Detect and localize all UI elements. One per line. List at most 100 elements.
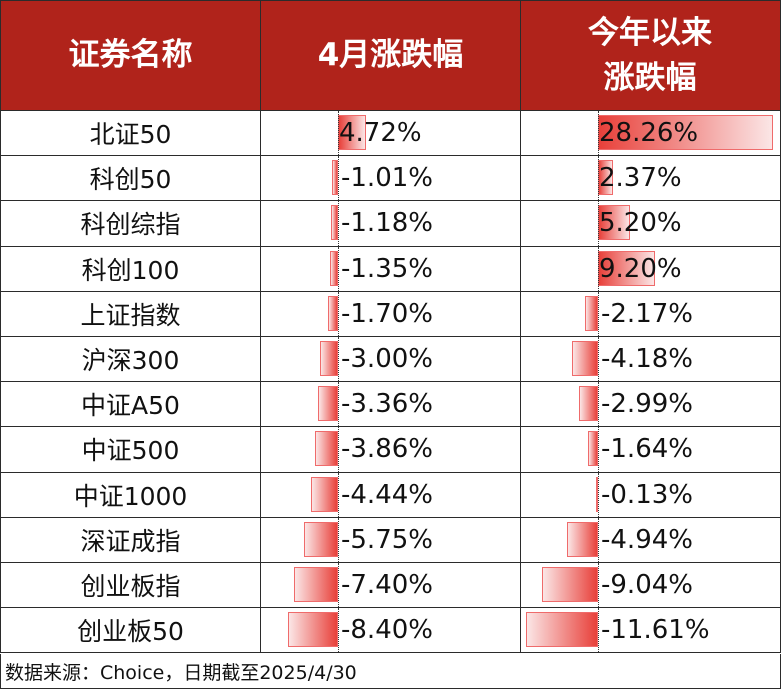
april-value: -5.75% [341, 524, 433, 555]
table-row: 创业板指 -7.40% -9.04% [0, 562, 781, 609]
zero-axis-line [338, 382, 339, 427]
header-april-change: 4月涨跌幅 [261, 1, 521, 110]
zero-axis-line [598, 156, 599, 201]
security-name: 中证1000 [1, 472, 261, 517]
zero-axis-line [338, 517, 339, 562]
data-source-note: 数据来源：Choice，日期截至2025/4/30 [0, 654, 781, 689]
table-row: 深证成指 -5.75% -4.94% [0, 517, 781, 563]
header-ytd-change: 今年以来 涨跌幅 [521, 1, 779, 110]
ytd-value: -9.04% [601, 569, 693, 600]
data-bar [567, 521, 598, 557]
zero-axis-line [338, 562, 339, 608]
april-change-cell: -3.00% [261, 336, 521, 382]
zero-axis-line [338, 111, 339, 156]
ytd-change-cell: -4.94% [521, 517, 780, 562]
ytd-value: 9.20% [599, 253, 682, 284]
security-name: 科创综指 [1, 201, 261, 246]
april-change-cell: -1.70% [261, 291, 521, 336]
april-change-cell: -5.75% [261, 517, 521, 562]
table-row: 沪深300 -3.00% -4.18% [0, 336, 781, 383]
table-body: 北证50 4.72% 28.26% 科创50 -1.01% 2.37% 科创综指 -1.18%… [0, 111, 781, 654]
zero-axis-line [598, 562, 599, 608]
april-change-cell: -3.36% [261, 382, 521, 427]
table-row: 中证1000 -4.44% -0.13% [0, 472, 781, 518]
security-name: 创业板指 [1, 562, 261, 608]
april-value: -1.35% [341, 253, 433, 284]
security-name: 上证指数 [1, 291, 261, 336]
april-value: -4.44% [341, 479, 433, 510]
table-row: 科创50 -1.01% 2.37% [0, 156, 781, 202]
ytd-value: 5.20% [599, 208, 682, 239]
data-bar [327, 295, 338, 331]
ytd-change-cell: -1.64% [521, 427, 780, 472]
ytd-value: -0.13% [601, 479, 693, 510]
april-value: -1.18% [341, 208, 433, 239]
april-change-cell: -1.35% [261, 246, 521, 291]
table-row: 中证500 -3.86% -1.64% [0, 427, 781, 473]
ytd-value: 2.37% [599, 163, 682, 194]
data-bar [314, 431, 338, 467]
header-ytd-line2: 涨跌幅 [603, 59, 697, 96]
april-value: -8.40% [341, 615, 433, 646]
table-header: 证券名称 4月涨跌幅 今年以来 涨跌幅 [0, 0, 781, 111]
ytd-value: -2.17% [601, 298, 693, 329]
april-value: -3.86% [341, 434, 433, 465]
data-bar [541, 566, 598, 602]
data-bar [293, 566, 338, 602]
data-bar [303, 521, 338, 557]
table-row: 北证50 4.72% 28.26% [0, 111, 781, 157]
zero-axis-line [598, 517, 599, 562]
data-bar [579, 386, 598, 422]
ytd-change-cell: 2.37% [521, 156, 780, 201]
data-bar [598, 115, 774, 150]
zero-axis-line [338, 291, 339, 336]
zero-axis-line [598, 608, 599, 653]
zero-axis-line [338, 336, 339, 382]
zero-axis-line [598, 427, 599, 472]
ytd-value: -1.64% [601, 434, 693, 465]
security-name: 中证500 [1, 427, 261, 472]
april-value: -7.40% [341, 569, 433, 600]
data-bar [329, 250, 338, 286]
security-name: 沪深300 [1, 336, 261, 382]
data-bar [330, 205, 338, 241]
ytd-change-cell: -4.18% [521, 336, 780, 382]
ytd-value: -4.18% [601, 344, 693, 375]
table-row: 创业板50 -8.40% -11.61% [0, 608, 781, 654]
zero-axis-line [338, 472, 339, 517]
security-name: 科创50 [1, 156, 261, 201]
april-change-cell: -3.86% [261, 427, 521, 472]
ytd-value: 28.26% [599, 118, 699, 149]
data-bar [596, 476, 598, 512]
april-change-cell: -8.40% [261, 608, 521, 653]
april-change-cell: -1.18% [261, 201, 521, 246]
ytd-change-cell: 9.20% [521, 246, 780, 291]
data-bar [287, 612, 338, 648]
april-value: -1.01% [341, 163, 433, 194]
april-change-cell: -1.01% [261, 156, 521, 201]
april-value: -3.00% [341, 344, 433, 375]
zero-axis-line [598, 336, 599, 382]
zero-axis-line [598, 111, 599, 156]
zero-axis-line [338, 427, 339, 472]
april-value: 4.72% [339, 118, 422, 149]
ytd-value: -11.61% [601, 615, 710, 646]
data-bar [526, 612, 598, 648]
data-bar [331, 160, 338, 196]
april-change-cell: -4.44% [261, 472, 521, 517]
zero-axis-line [338, 201, 339, 246]
data-bar [320, 340, 338, 376]
ytd-change-cell: -0.13% [521, 472, 780, 517]
ytd-change-cell: -9.04% [521, 562, 780, 608]
ytd-change-cell: 5.20% [521, 201, 780, 246]
security-name: 科创100 [1, 246, 261, 291]
data-bar [587, 431, 598, 467]
april-value: -1.70% [341, 298, 433, 329]
security-name: 中证A50 [1, 382, 261, 427]
data-bar [572, 340, 598, 376]
table-row: 科创综指 -1.18% 5.20% [0, 201, 781, 247]
april-value: -3.36% [341, 389, 433, 420]
ytd-value: -4.94% [601, 524, 693, 555]
ytd-value: -2.99% [601, 389, 693, 420]
zero-axis-line [598, 246, 599, 291]
